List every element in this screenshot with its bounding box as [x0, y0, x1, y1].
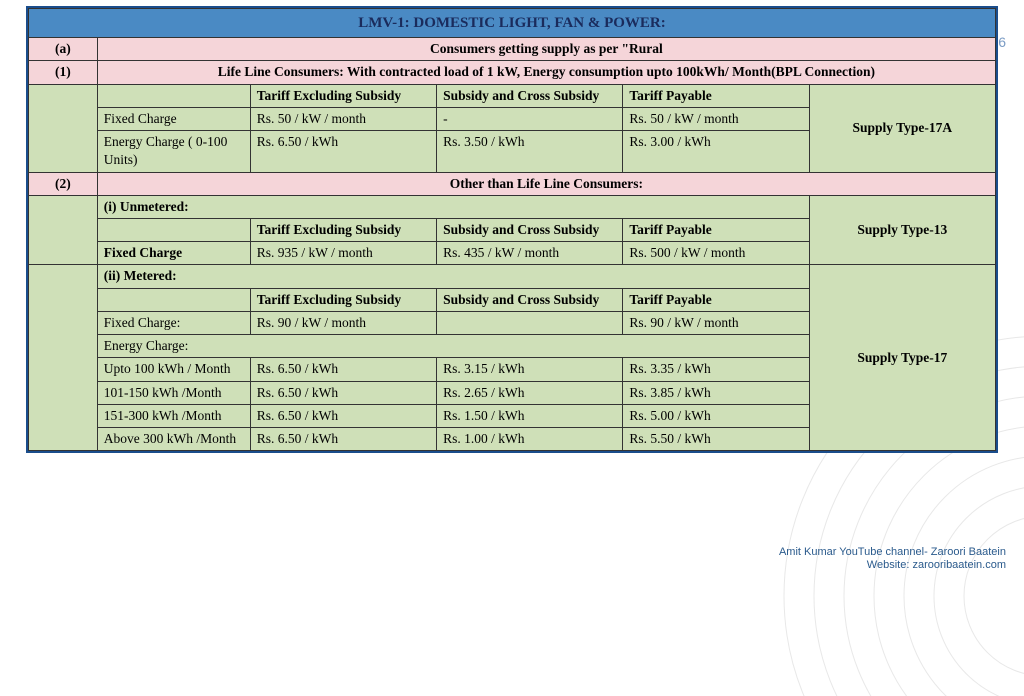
col-tariff-excl: Tariff Excluding Subsidy	[250, 219, 436, 242]
section2-heading: (i) Unmetered:	[97, 195, 809, 218]
credit-line1: Amit Kumar YouTube channel- Zaroori Baat…	[779, 546, 1006, 559]
row-label: Fixed Charge	[97, 242, 250, 265]
supply-type-17: Supply Type-17	[809, 265, 995, 451]
cell: Rs. 1.50 / kWh	[437, 404, 623, 427]
cell: Rs. 50 / kW / month	[250, 107, 436, 130]
row-label: Fixed Charge:	[97, 311, 250, 334]
row-1: (1) Life Line Consumers: With contracted…	[29, 61, 996, 84]
col-payable: Tariff Payable	[623, 84, 809, 107]
row-2: (2) Other than Life Line Consumers:	[29, 172, 996, 195]
cell: Rs. 3.00 / kWh	[623, 131, 809, 172]
section2-heading-row: (i) Unmetered: Supply Type-13	[29, 195, 996, 218]
cell: Rs. 6.50 / kWh	[250, 358, 436, 381]
page-number: 6	[998, 34, 1006, 50]
row-2-text: Other than Life Line Consumers:	[97, 172, 995, 195]
row-label: Energy Charge ( 0-100 Units)	[97, 131, 250, 172]
cell	[437, 311, 623, 334]
section1-header: Tariff Excluding Subsidy Subsidy and Cro…	[29, 84, 996, 107]
row-label: Fixed Charge	[97, 107, 250, 130]
cell: Rs. 3.15 / kWh	[437, 358, 623, 381]
section3-heading-row: (ii) Metered: Supply Type-17	[29, 265, 996, 288]
row-a: (a) Consumers getting supply as per "Rur…	[29, 38, 996, 61]
col-payable: Tariff Payable	[623, 288, 809, 311]
table-title-row: LMV-1: DOMESTIC LIGHT, FAN & POWER:	[29, 9, 996, 38]
cell: Rs. 3.85 / kWh	[623, 381, 809, 404]
credit-block: Amit Kumar YouTube channel- Zaroori Baat…	[779, 546, 1006, 572]
credit-line2: Website: zarooribaatein.com	[779, 559, 1006, 572]
row-label: 101-150 kWh /Month	[97, 381, 250, 404]
cell: Rs. 6.50 / kWh	[250, 131, 436, 172]
row-1-text: Life Line Consumers: With contracted loa…	[97, 61, 995, 84]
col-payable: Tariff Payable	[623, 219, 809, 242]
col-tariff-excl: Tariff Excluding Subsidy	[250, 288, 436, 311]
cell: Rs. 935 / kW / month	[250, 242, 436, 265]
row-label: 151-300 kWh /Month	[97, 404, 250, 427]
supply-type-13: Supply Type-13	[809, 195, 995, 265]
section3-heading: (ii) Metered:	[97, 265, 809, 288]
cell: -	[437, 107, 623, 130]
cell: Rs. 435 / kW / month	[437, 242, 623, 265]
cell: Rs. 3.35 / kWh	[623, 358, 809, 381]
cell: Rs. 6.50 / kWh	[250, 404, 436, 427]
table-title: LMV-1: DOMESTIC LIGHT, FAN & POWER:	[29, 9, 996, 38]
tariff-table-frame: LMV-1: DOMESTIC LIGHT, FAN & POWER: (a) …	[26, 6, 998, 453]
tariff-table: LMV-1: DOMESTIC LIGHT, FAN & POWER: (a) …	[28, 8, 996, 451]
row-label: Above 300 kWh /Month	[97, 427, 250, 450]
cell: Rs. 500 / kW / month	[623, 242, 809, 265]
col-tariff-excl: Tariff Excluding Subsidy	[250, 84, 436, 107]
row-a-text: Consumers getting supply as per "Rural	[97, 38, 995, 61]
cell: Rs. 90 / kW / month	[623, 311, 809, 334]
cell: Rs. 6.50 / kWh	[250, 381, 436, 404]
row-label: Upto 100 kWh / Month	[97, 358, 250, 381]
cell: Rs. 5.50 / kWh	[623, 427, 809, 450]
cell: Rs. 6.50 / kWh	[250, 427, 436, 450]
col-subsidy: Subsidy and Cross Subsidy	[437, 219, 623, 242]
energy-charge-label: Energy Charge:	[97, 335, 809, 358]
row-1-key: (1)	[29, 61, 98, 84]
supply-type-17a: Supply Type-17A	[809, 84, 995, 172]
row-a-key: (a)	[29, 38, 98, 61]
cell: Rs. 90 / kW / month	[250, 311, 436, 334]
cell: Rs. 5.00 / kWh	[623, 404, 809, 427]
row-2-key: (2)	[29, 172, 98, 195]
cell: Rs. 50 / kW / month	[623, 107, 809, 130]
cell: Rs. 1.00 / kWh	[437, 427, 623, 450]
col-subsidy: Subsidy and Cross Subsidy	[437, 84, 623, 107]
cell: Rs. 2.65 / kWh	[437, 381, 623, 404]
col-subsidy: Subsidy and Cross Subsidy	[437, 288, 623, 311]
cell: Rs. 3.50 / kWh	[437, 131, 623, 172]
